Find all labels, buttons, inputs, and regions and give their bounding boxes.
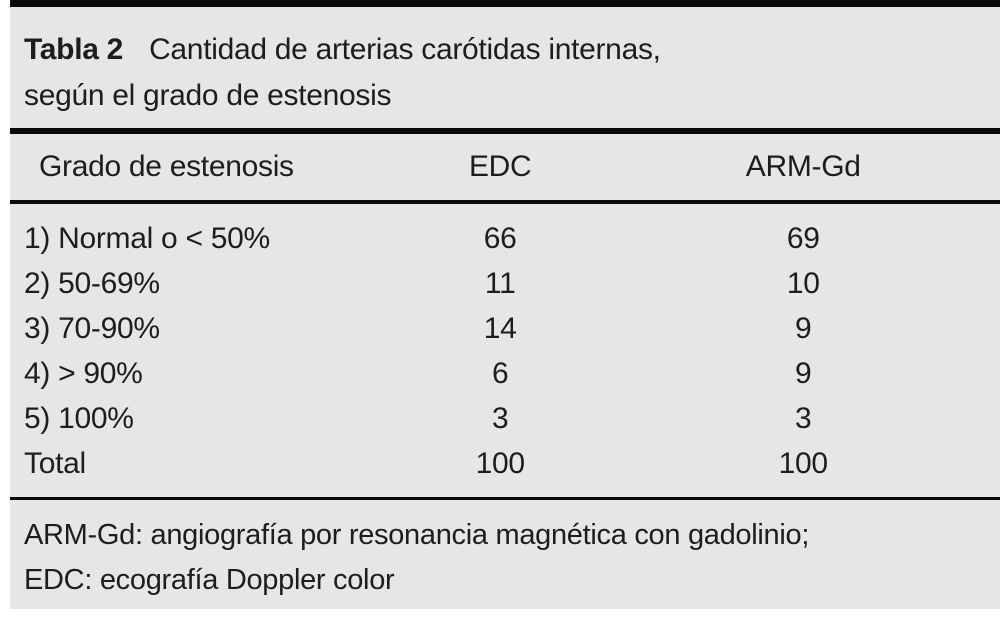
row-edc-value: 3	[491, 401, 509, 435]
table-footnote: ARM-Gd: angiografía por resonancia magné…	[10, 500, 1000, 609]
row-edc-value: 6	[491, 356, 509, 390]
table-caption-line1: Cantidad de arterias carótidas internas,	[149, 33, 661, 66]
table-top-rule	[10, 0, 1000, 7]
row-armgd-value: 10	[786, 266, 820, 300]
row-label: 2) 50-69%	[24, 266, 160, 300]
table-row: 4) > 90% 6 9	[24, 351, 986, 396]
row-armgd-value: 3	[795, 401, 812, 435]
table-row-total: Total 100 100	[24, 441, 986, 486]
footnote-rule	[10, 497, 1000, 500]
row-edc-value: 11	[484, 266, 516, 300]
footnote-line-2: EDC: ecografía Doppler color	[24, 564, 395, 596]
row-armgd-value: 69	[786, 221, 820, 255]
row-label: 1) Normal o < 50%	[24, 221, 270, 255]
table-row: 2) 50-69% 11 10	[24, 261, 986, 306]
table-row: 1) Normal o < 50% 66 69	[24, 216, 986, 261]
table-body: 1) Normal o < 50% 66 69 2) 50-69% 11 10 …	[10, 204, 1000, 497]
table-row: 5) 100% 3 3	[24, 396, 986, 441]
row-edc-value: 66	[483, 221, 517, 255]
caption-rule	[10, 128, 1000, 134]
table-panel: Tabla 2 Cantidad de arterias carótidas in…	[10, 0, 1000, 609]
table-caption-tag: Tabla 2	[24, 33, 124, 66]
row-edc-value: 14	[483, 311, 517, 345]
row-label: 5) 100%	[24, 401, 134, 435]
row-armgd-value: 9	[795, 356, 812, 390]
col-header-armgd: ARM-Gd	[745, 150, 861, 183]
footnote-line-1: ARM-Gd: angiografía por resonancia magné…	[24, 519, 810, 551]
row-armgd-value: 100	[778, 446, 828, 480]
row-label: 3) 70-90%	[24, 311, 160, 345]
table-caption-line2: según el grado de estenosis	[24, 79, 392, 112]
header-rule	[10, 200, 1000, 204]
table-row: 3) 70-90% 14 9	[24, 306, 986, 351]
col-header-edc: EDC	[468, 150, 532, 183]
col-header-grado: Grado de estenosis	[39, 150, 294, 183]
row-label: 4) > 90%	[24, 356, 143, 390]
row-armgd-value: 9	[795, 311, 812, 345]
header-row: Grado de estenosis EDC ARM-Gd	[10, 134, 1000, 200]
row-edc-value: 100	[475, 446, 525, 480]
table-caption: Tabla 2 Cantidad de arterias carótidas in…	[10, 7, 1000, 128]
row-label: Total	[24, 446, 86, 480]
